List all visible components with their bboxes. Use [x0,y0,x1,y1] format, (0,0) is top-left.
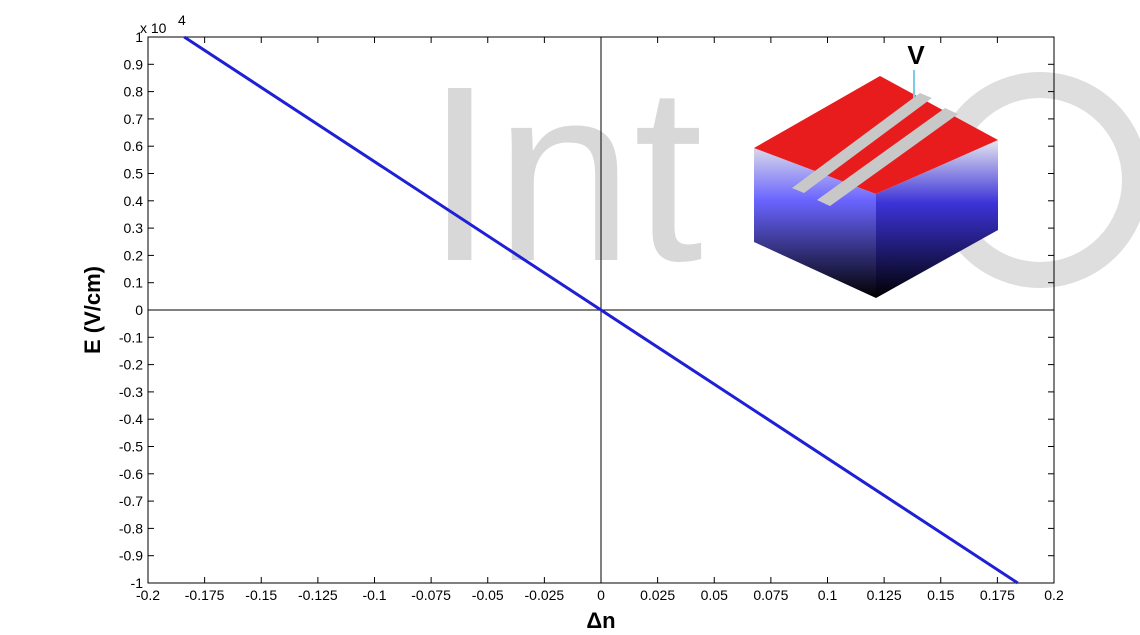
y-tick-label: -0.1 [119,329,143,345]
inset-device: V [754,40,998,298]
y-tick-label: 0 [135,302,143,318]
y-tick-label: -1 [131,575,144,591]
y-tick-label: -0.9 [119,548,143,564]
y-tick-label: -0.7 [119,493,143,509]
x-tick-label: -0.025 [525,587,565,603]
y-tick-label: 0.8 [124,84,144,100]
x-tick-label: 0.1 [818,587,838,603]
y-tick-label: 0.5 [124,166,144,182]
x-tick-label: -0.1 [362,587,386,603]
inset-electrode-stripe [817,108,958,206]
inset-right-face [876,140,998,298]
x-tick-label: 0 [597,587,605,603]
y-tick-label: 0.7 [124,111,144,127]
y-tick-label: 1 [135,29,143,45]
x-tick-label: -0.125 [298,587,338,603]
x-axis-title: Δn [586,608,615,633]
y-tick-label: 0.2 [124,247,144,263]
y-tick-label: -0.8 [119,520,143,536]
x-tick-label: -0.2 [136,587,160,603]
inset-label: V [907,40,925,70]
y-multiplier-exponent: 4 [178,12,186,28]
watermark-text: Int [425,34,703,313]
x-tick-label: -0.15 [245,587,277,603]
x-tick-label: 0.05 [701,587,728,603]
x-tick-label: -0.075 [411,587,451,603]
y-tick-label: 0.1 [124,275,144,291]
x-tick-label: 0.125 [867,587,902,603]
y-tick-label: 0.6 [124,138,144,154]
y-tick-label: -0.5 [119,439,143,455]
y-tick-label: -0.6 [119,466,143,482]
x-tick-label: -0.05 [472,587,504,603]
y-tick-label: -0.2 [119,357,143,373]
y-multiplier-label: x 10 [140,20,167,36]
series-line [183,35,1019,585]
series-layer [183,35,1019,585]
x-tick-label: -0.175 [185,587,225,603]
y-tick-label: -0.3 [119,384,143,400]
inset-electrode-stripe [792,93,932,193]
x-tick-label: 0.175 [980,587,1015,603]
y-tick-label: 0.3 [124,220,144,236]
x-tick-label: 0.2 [1044,587,1064,603]
y-tick-labels: 1 0.9 0.8 0.7 0.6 0.5 0.4 0.3 0.2 0.1 0 -0.1 -0.2 -0.… [119,29,143,591]
y-axis-title: E (V/cm) [80,266,105,354]
y-tick-label: -0.4 [119,411,143,427]
x-tick-label: 0.15 [927,587,954,603]
x-tick-label: 0.075 [753,587,788,603]
x-tick-label: 0.025 [640,587,675,603]
y-tick-label: 0.4 [124,193,144,209]
x-tick-labels: -0.2 -0.175 -0.15 -0.125 -0.1 -0.075 -0.05 -0.0… [136,587,1064,603]
y-tick-label: 0.9 [124,56,144,72]
